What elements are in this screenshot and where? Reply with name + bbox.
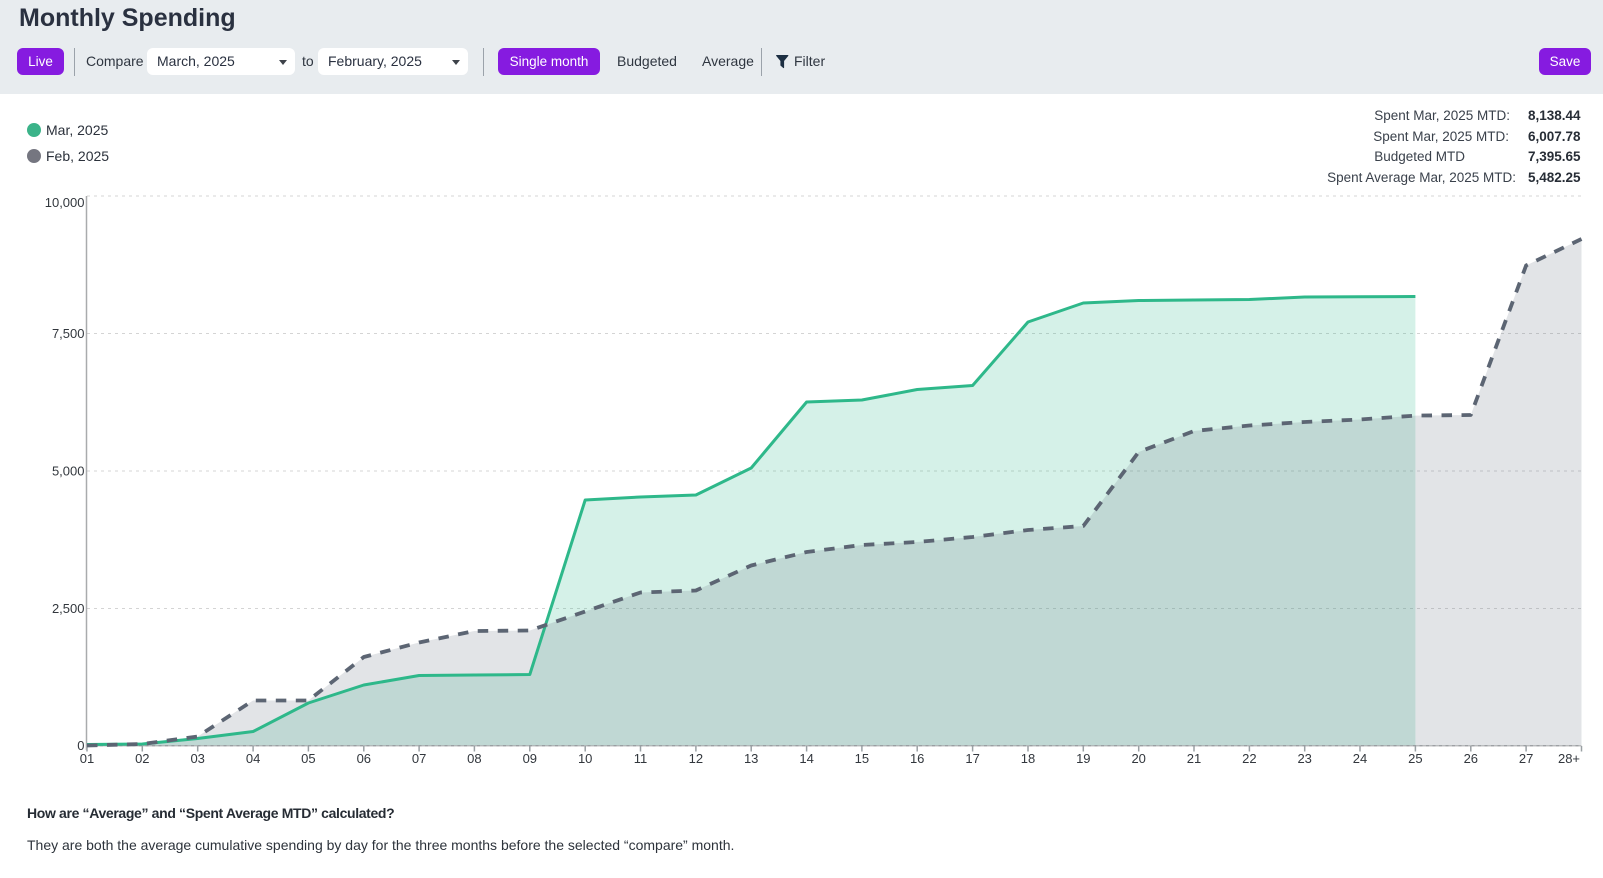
svg-text:09: 09 <box>523 751 537 766</box>
svg-text:23: 23 <box>1297 751 1311 766</box>
svg-text:13: 13 <box>744 751 758 766</box>
svg-text:28+: 28+ <box>1558 751 1580 766</box>
svg-text:2,500: 2,500 <box>52 601 85 616</box>
svg-text:05: 05 <box>301 751 315 766</box>
svg-text:04: 04 <box>246 751 260 766</box>
svg-text:22: 22 <box>1242 751 1256 766</box>
svg-text:07: 07 <box>412 751 426 766</box>
svg-text:06: 06 <box>357 751 371 766</box>
svg-text:20: 20 <box>1131 751 1145 766</box>
svg-text:08: 08 <box>467 751 481 766</box>
svg-text:03: 03 <box>190 751 204 766</box>
svg-text:5,000: 5,000 <box>52 464 85 479</box>
svg-text:14: 14 <box>799 751 813 766</box>
svg-text:26: 26 <box>1464 751 1478 766</box>
svg-text:7,500: 7,500 <box>52 326 85 341</box>
svg-text:16: 16 <box>910 751 924 766</box>
svg-text:19: 19 <box>1076 751 1090 766</box>
svg-text:02: 02 <box>135 751 149 766</box>
svg-text:25: 25 <box>1408 751 1422 766</box>
svg-text:21: 21 <box>1187 751 1201 766</box>
svg-text:18: 18 <box>1021 751 1035 766</box>
svg-text:15: 15 <box>855 751 869 766</box>
svg-text:10: 10 <box>578 751 592 766</box>
svg-text:27: 27 <box>1519 751 1533 766</box>
svg-text:01: 01 <box>80 751 94 766</box>
svg-text:10,000: 10,000 <box>45 195 85 210</box>
svg-text:17: 17 <box>965 751 979 766</box>
svg-text:12: 12 <box>689 751 703 766</box>
svg-text:11: 11 <box>634 751 648 766</box>
svg-text:0: 0 <box>77 738 84 753</box>
svg-text:24: 24 <box>1353 751 1367 766</box>
